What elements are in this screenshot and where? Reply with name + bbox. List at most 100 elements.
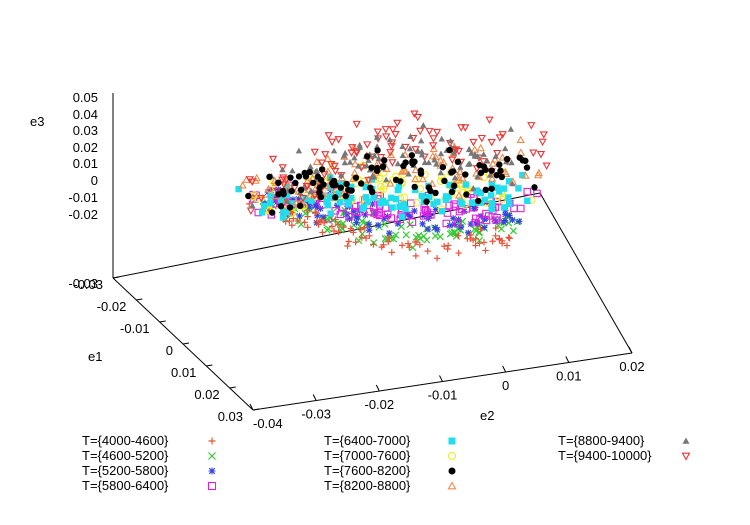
e3-axis-label: e3 <box>30 114 44 129</box>
y-tick-label: 0.01 <box>556 369 581 384</box>
data-point <box>489 238 496 245</box>
data-point <box>321 151 330 159</box>
data-point <box>482 166 489 174</box>
data-point <box>392 231 400 239</box>
data-point <box>366 227 373 234</box>
data-point <box>334 136 343 144</box>
data-point <box>457 124 466 132</box>
data-point <box>471 199 479 206</box>
data-point <box>353 219 360 226</box>
data-point <box>495 134 504 142</box>
data-point <box>527 122 536 130</box>
data-point <box>375 211 384 220</box>
data-point <box>438 135 445 142</box>
legend-marker <box>448 437 456 445</box>
data-point <box>373 134 381 140</box>
data-point <box>487 138 496 147</box>
data-point <box>506 235 513 242</box>
data-point <box>353 214 360 221</box>
data-point <box>488 167 495 174</box>
data-point <box>343 180 350 188</box>
x-tick-label: 0.03 <box>218 409 243 424</box>
data-point <box>304 207 311 214</box>
data-point <box>428 151 437 160</box>
ticks: 0.050.040.030.020.010-0.01-0.02-0.03-0.0… <box>68 90 644 431</box>
data-point <box>450 149 458 156</box>
data-point <box>419 220 426 228</box>
data-point <box>413 113 422 122</box>
data-point <box>496 236 503 243</box>
data-point <box>457 163 464 170</box>
data-point <box>258 209 266 216</box>
data-point <box>488 206 495 213</box>
data-point <box>404 211 411 218</box>
data-point <box>279 214 287 221</box>
data-point <box>337 184 345 191</box>
x-tick-label: -0.02 <box>97 299 127 314</box>
data-point <box>345 238 352 245</box>
data-point <box>412 238 419 246</box>
data-point <box>332 216 339 223</box>
y-tick-mark <box>249 403 254 411</box>
data-point <box>324 181 333 189</box>
data-point <box>364 176 373 185</box>
legend-marker <box>447 481 457 490</box>
data-point <box>450 200 458 208</box>
data-point <box>515 218 523 225</box>
data-point <box>406 145 414 152</box>
data-point <box>388 194 395 202</box>
data-point <box>529 149 538 157</box>
data-point <box>481 196 489 203</box>
data-point <box>458 200 466 207</box>
data-point <box>360 203 367 211</box>
data-point <box>427 179 437 187</box>
data-point <box>399 143 406 150</box>
data-point <box>358 234 366 241</box>
data-point <box>342 192 349 200</box>
data-point <box>422 207 430 215</box>
data-point <box>515 185 522 192</box>
data-point <box>268 209 276 216</box>
x-tick-mark <box>229 386 236 389</box>
axes-frame <box>112 93 633 411</box>
data-point <box>477 189 485 197</box>
data-point <box>394 186 402 194</box>
z-tick-label: -0.01 <box>68 190 98 205</box>
data-point <box>416 127 425 136</box>
data-point <box>355 162 362 169</box>
data-point <box>467 235 474 243</box>
data-point <box>493 171 500 179</box>
data-point <box>416 241 424 248</box>
data-point <box>452 146 461 154</box>
data-point <box>365 157 372 163</box>
data-point <box>347 149 356 157</box>
data-point <box>469 138 478 147</box>
data-point <box>296 212 303 220</box>
legend-marker <box>448 467 456 475</box>
data-point <box>498 153 507 161</box>
data-point <box>398 213 406 221</box>
data-point <box>294 217 302 225</box>
series-0 <box>246 193 513 262</box>
data-point <box>298 194 308 203</box>
data-point <box>252 173 261 182</box>
data-point <box>411 183 418 191</box>
data-points <box>235 110 551 262</box>
data-point <box>314 203 321 211</box>
data-point <box>312 202 319 210</box>
data-point <box>519 157 526 164</box>
data-point <box>324 132 333 140</box>
data-point <box>406 221 414 229</box>
data-point <box>498 173 506 181</box>
data-point <box>313 217 321 225</box>
data-point <box>417 137 425 144</box>
data-point <box>337 173 347 182</box>
data-point <box>392 176 400 184</box>
data-point <box>362 194 370 201</box>
data-point <box>418 174 428 183</box>
data-point <box>474 153 481 159</box>
data-point <box>505 178 513 185</box>
data-point <box>309 179 317 187</box>
data-point <box>340 223 347 231</box>
data-point <box>474 220 481 227</box>
